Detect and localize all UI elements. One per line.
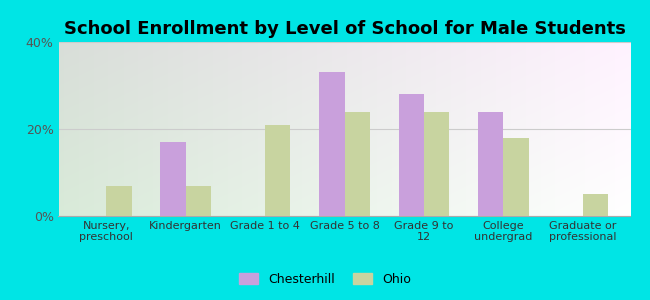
Bar — [186, 185, 211, 216]
Bar — [398, 94, 424, 216]
Bar — [265, 124, 291, 216]
Bar — [503, 138, 529, 216]
Bar — [319, 72, 344, 216]
Bar — [106, 185, 131, 216]
Bar — [583, 194, 608, 216]
Bar — [478, 112, 503, 216]
Bar — [160, 142, 186, 216]
Bar — [344, 112, 370, 216]
Bar — [424, 112, 449, 216]
Title: School Enrollment by Level of School for Male Students: School Enrollment by Level of School for… — [64, 20, 625, 38]
Legend: Chesterhill, Ohio: Chesterhill, Ohio — [234, 268, 416, 291]
